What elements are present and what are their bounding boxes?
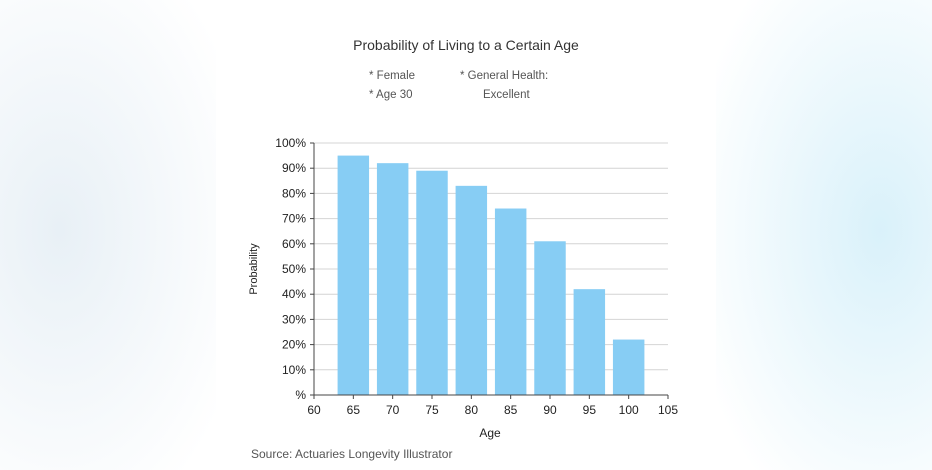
chart-title: Probability of Living to a Certain Age <box>353 37 579 53</box>
x-tick-label: 90 <box>543 403 557 417</box>
y-tick-label: % <box>295 388 306 402</box>
x-tick-label: 95 <box>583 403 597 417</box>
x-tick-label: 65 <box>347 403 361 417</box>
x-tick-labels: 60 65 70 75 80 85 90 95 100 105 <box>307 395 678 417</box>
gridlines <box>314 142 668 371</box>
bar-age-65 <box>337 155 370 395</box>
x-tick-label: 100 <box>619 403 639 417</box>
note-female: * Female <box>369 70 416 82</box>
x-tick-label: 80 <box>465 403 479 417</box>
y-tick-label: 80% <box>282 186 306 200</box>
x-tick-label: 70 <box>386 403 400 417</box>
bars <box>337 155 645 395</box>
bar-age-75 <box>416 170 448 395</box>
y-tick-label: 40% <box>282 287 306 301</box>
bar-age-90 <box>534 241 566 395</box>
x-axis-label: Age <box>479 426 501 440</box>
bar-age-80 <box>455 185 488 395</box>
y-tick-label: 30% <box>282 312 306 326</box>
note-age: * Age 30 <box>369 89 413 101</box>
y-axis-label: Probability <box>248 243 260 295</box>
y-tick-label: 20% <box>282 338 306 352</box>
y-tick-label: 60% <box>282 237 306 251</box>
y-tick-label: 90% <box>282 161 306 175</box>
bar-age-85 <box>494 208 527 395</box>
bar-age-95 <box>573 289 606 395</box>
note-health-value: Excellent <box>483 89 530 101</box>
source-note: Source: Actuaries Longevity Illustrator <box>251 447 453 461</box>
x-tick-label: 105 <box>658 403 678 417</box>
note-health: * General Health: <box>460 70 549 82</box>
y-tick-label: 70% <box>282 212 306 226</box>
bar-age-100 <box>612 339 645 395</box>
x-tick-label: 60 <box>307 403 321 417</box>
y-tick-label: 50% <box>282 262 306 276</box>
y-tick-label: 10% <box>282 363 306 377</box>
y-tick-label: 100% <box>275 136 306 150</box>
x-tick-label: 85 <box>504 403 518 417</box>
bar-age-70 <box>376 163 409 395</box>
x-tick-label: 75 <box>425 403 439 417</box>
y-tick-labels: % 10% 20% 30% 40% 50% 60% 70% 80% 90% 100% <box>275 136 314 402</box>
